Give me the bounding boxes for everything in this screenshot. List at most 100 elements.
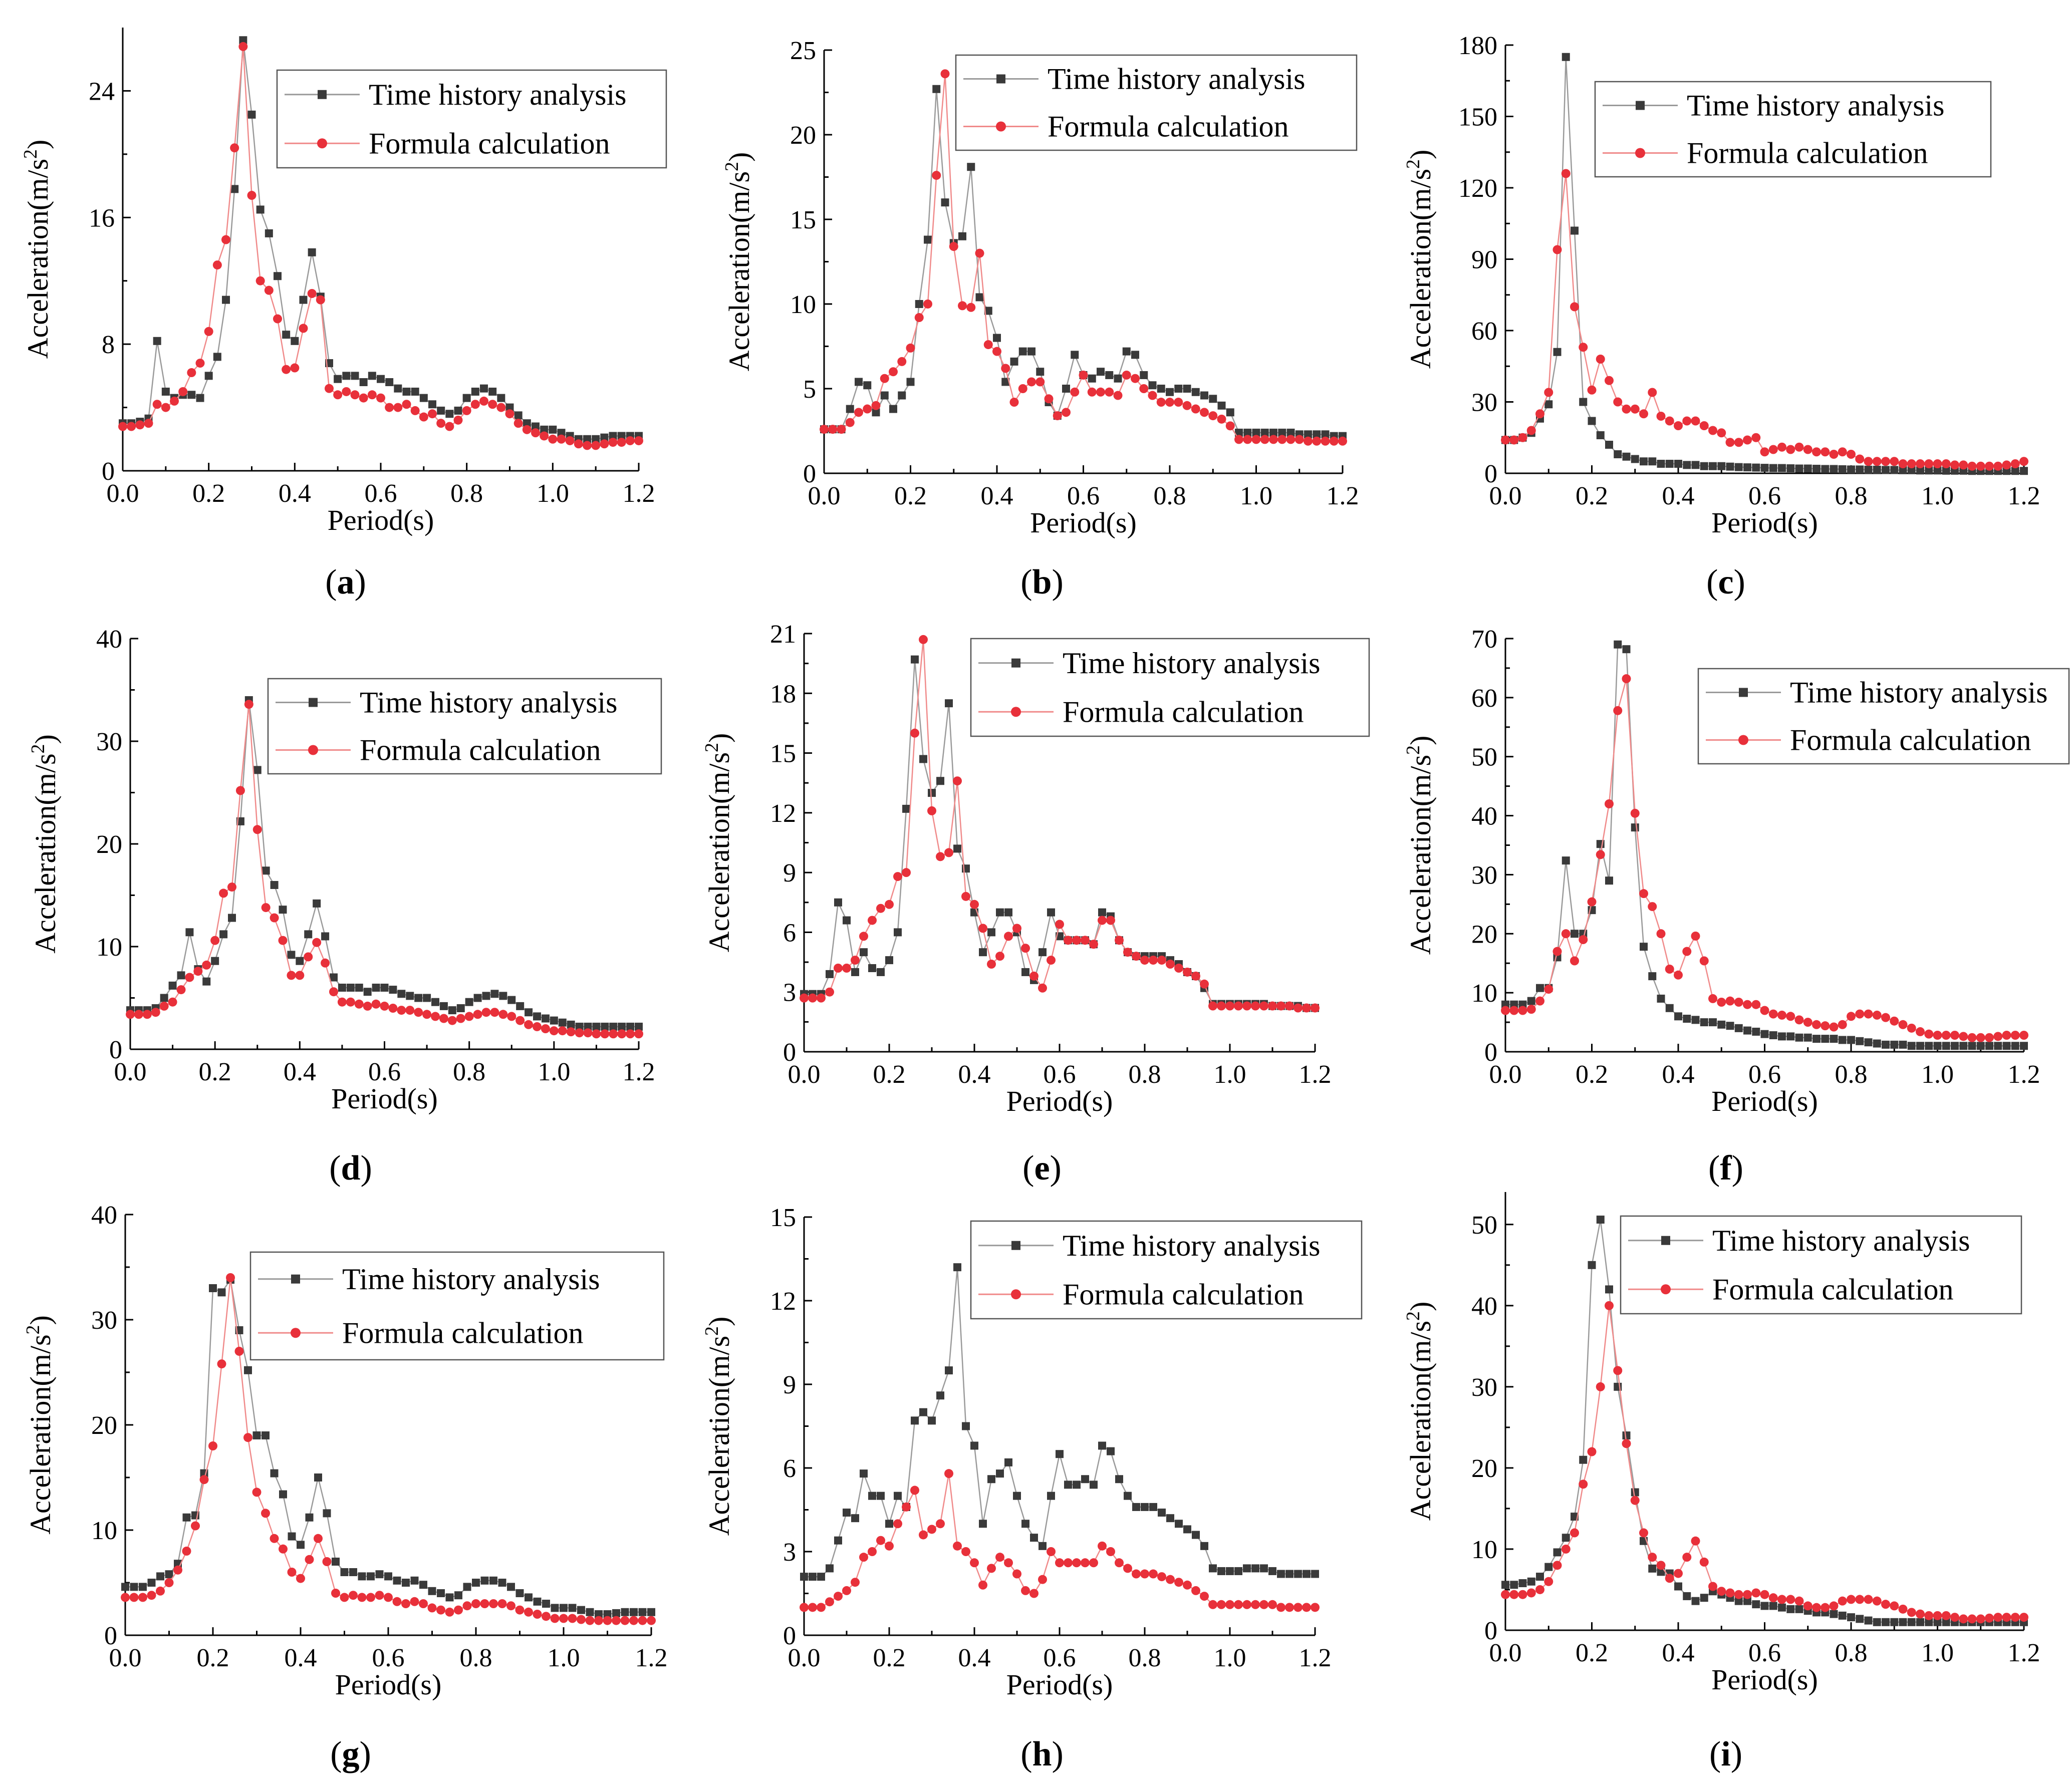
y-tick-label: 30: [1471, 1373, 1497, 1402]
data-point-time-history: [1734, 463, 1743, 471]
y-tick-label: 0: [1484, 1617, 1497, 1645]
data-point-formula: [1166, 1575, 1175, 1584]
data-point-time-history: [463, 1583, 471, 1591]
chart-panel-d: 0.0 0.2 0.4 0.6 0.8 1.0 1.2 0 10 20 30 40 Period(s) A…: [28, 625, 662, 1187]
data-point-formula: [331, 1589, 340, 1598]
y-tick-label: 5: [803, 375, 816, 404]
x-axis-title: Period(s): [1711, 506, 1818, 539]
data-point-time-history: [540, 425, 549, 434]
data-point-time-history: [906, 378, 915, 386]
data-point-time-history: [1838, 1611, 1847, 1620]
y-axis-title: Acceleration(m/s2): [701, 1317, 735, 1536]
data-point-time-history: [1527, 997, 1535, 1005]
data-point-formula: [1561, 1544, 1571, 1554]
legend-box: [970, 638, 1370, 737]
data-point-formula: [2010, 1613, 2020, 1622]
data-point-formula: [498, 1010, 508, 1019]
data-point-time-history: [851, 1514, 859, 1523]
data-point-time-history: [1907, 1042, 1916, 1050]
data-point-formula: [626, 1029, 635, 1039]
data-point-time-history: [287, 951, 296, 959]
x-tick-label: 0.8: [460, 1644, 492, 1672]
data-point-formula: [322, 1557, 332, 1566]
data-point-formula: [462, 406, 471, 415]
data-point-time-history: [358, 1572, 366, 1581]
data-point-time-history: [800, 1573, 808, 1581]
legend-marker-square: [1739, 688, 1748, 697]
data-point-formula: [252, 825, 262, 834]
data-point-time-history: [1081, 1475, 1089, 1483]
data-point-formula: [1967, 461, 1977, 471]
data-point-time-history: [600, 433, 609, 442]
y-axis-title-main: Acceleration(m/s: [1404, 1321, 1437, 1521]
data-point-time-history: [1047, 1492, 1055, 1500]
data-point-time-history: [239, 36, 247, 45]
data-point-time-history: [1752, 1027, 1760, 1036]
data-point-time-history: [196, 394, 204, 402]
data-point-formula: [1605, 799, 1614, 808]
data-point-formula: [252, 1488, 262, 1497]
y-axis-title-end: ): [703, 1317, 735, 1326]
data-point-time-history: [1734, 1024, 1743, 1032]
data-point-formula: [1535, 1585, 1544, 1594]
y-axis-title-end: ): [703, 733, 735, 743]
data-point-time-history: [1311, 1570, 1319, 1578]
data-point-time-history: [1115, 1475, 1123, 1483]
data-point-formula: [243, 1433, 252, 1442]
data-point-formula: [1639, 889, 1648, 899]
data-point-formula: [2019, 1613, 2028, 1622]
data-point-time-history: [1588, 417, 1596, 425]
data-point-formula: [161, 403, 170, 412]
data-point-time-history: [868, 1492, 876, 1500]
data-point-formula: [927, 806, 936, 815]
legend-marker-square: [291, 1274, 300, 1284]
data-point-formula: [279, 1544, 288, 1554]
data-point-time-history: [182, 1513, 191, 1522]
data-point-formula: [497, 1599, 507, 1608]
x-tick-label: 0.0: [114, 1058, 147, 1086]
y-tick-label: 21: [770, 620, 796, 649]
data-point-formula: [333, 390, 343, 400]
data-point-formula: [1768, 1593, 1778, 1603]
data-point-formula: [445, 1607, 454, 1617]
data-point-time-history: [393, 1576, 401, 1585]
data-point-formula: [505, 409, 514, 419]
data-point-formula: [230, 143, 239, 153]
data-point-formula: [919, 635, 928, 644]
x-tick-label: 0.8: [1835, 1060, 1868, 1089]
data-point-formula: [608, 438, 618, 447]
y-axis-title-main: Acceleration(m/s: [29, 753, 62, 953]
data-point-time-history: [843, 916, 851, 925]
y-tick-label: 3: [783, 979, 796, 1007]
data-point-time-history: [1752, 1600, 1760, 1609]
data-point-formula: [375, 1591, 384, 1600]
data-point-time-history: [1209, 395, 1217, 403]
data-point-time-history: [1769, 1031, 1777, 1039]
data-point-time-history: [1907, 1618, 1916, 1626]
data-point-formula: [927, 1525, 936, 1534]
data-point-time-history: [1916, 1618, 1924, 1626]
data-point-time-history: [915, 300, 923, 308]
data-point-formula: [290, 363, 300, 373]
data-point-formula: [1777, 1595, 1786, 1604]
data-point-time-history: [1847, 1613, 1855, 1622]
data-point-formula: [1864, 1595, 1873, 1604]
data-point-time-history: [394, 384, 402, 393]
data-point-formula: [1122, 370, 1131, 380]
data-point-time-history: [147, 1579, 156, 1587]
data-point-formula: [287, 971, 296, 980]
y-tick-label: 10: [790, 290, 816, 319]
data-point-time-history: [1174, 385, 1183, 393]
data-point-formula: [156, 1586, 165, 1596]
data-point-time-history: [1226, 1567, 1234, 1575]
data-point-formula: [1622, 674, 1631, 684]
data-point-formula: [876, 904, 885, 913]
y-axis-title-main: Acceleration(m/s: [1404, 169, 1437, 369]
data-point-formula: [1622, 404, 1631, 414]
data-point-time-history: [1588, 1261, 1596, 1269]
data-point-formula: [316, 295, 325, 305]
y-tick-label: 60: [1471, 317, 1497, 346]
data-point-formula: [496, 403, 506, 412]
data-point-formula: [1907, 1023, 1916, 1033]
data-point-formula: [638, 1616, 647, 1625]
